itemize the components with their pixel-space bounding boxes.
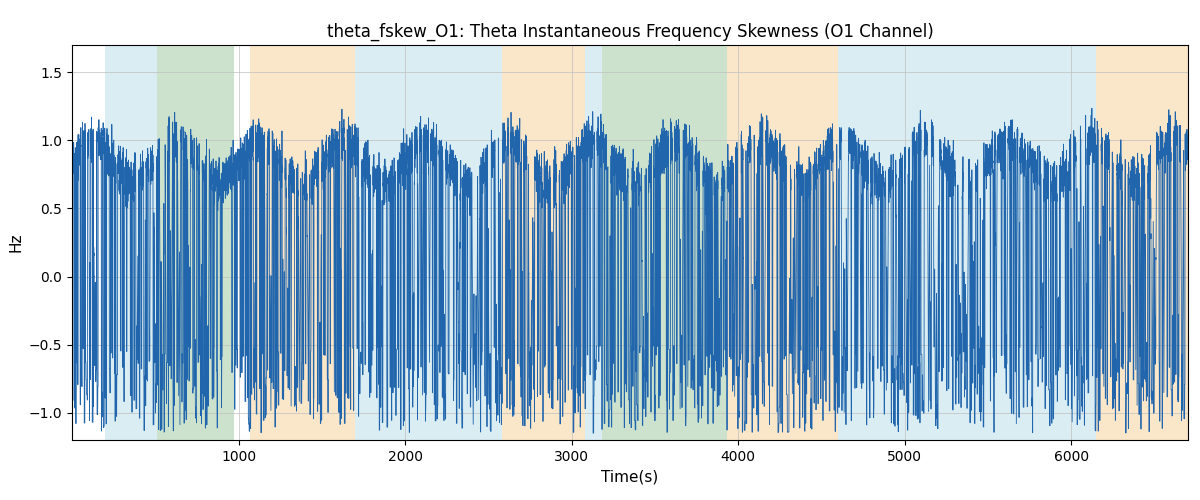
Bar xyxy=(251,45,355,440)
X-axis label: Time(s): Time(s) xyxy=(601,470,659,484)
Bar xyxy=(839,45,1097,440)
Bar xyxy=(106,45,157,440)
Bar xyxy=(157,45,234,440)
Bar xyxy=(586,45,601,440)
Bar xyxy=(502,45,586,440)
Bar xyxy=(1097,45,1188,440)
Bar xyxy=(601,45,727,440)
Y-axis label: Hz: Hz xyxy=(8,233,23,252)
Title: theta_fskew_O1: Theta Instantaneous Frequency Skewness (O1 Channel): theta_fskew_O1: Theta Instantaneous Freq… xyxy=(326,22,934,41)
Bar xyxy=(355,45,502,440)
Bar xyxy=(727,45,839,440)
